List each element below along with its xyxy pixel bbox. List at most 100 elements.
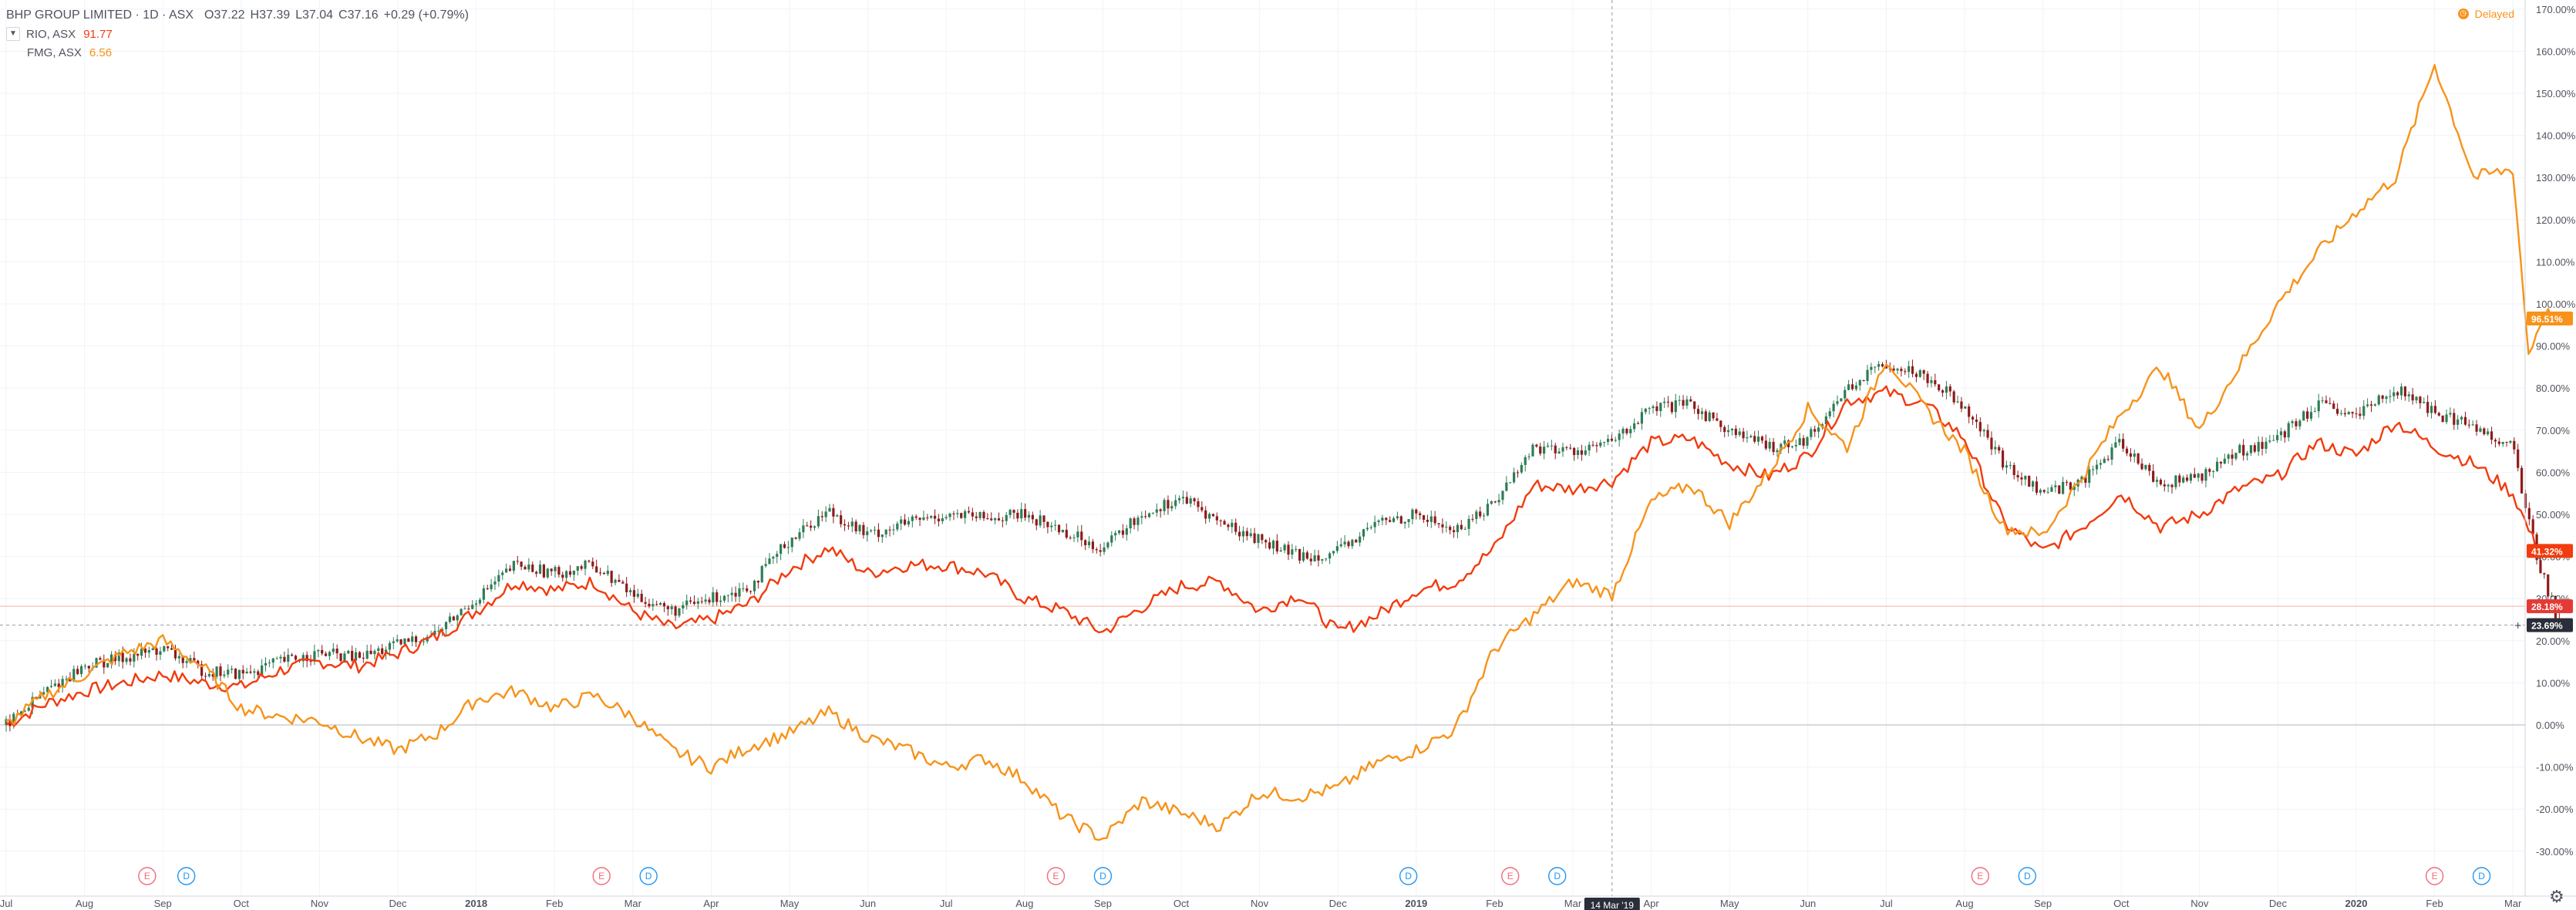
y-tick-label: 170.00%	[2536, 4, 2576, 15]
candle-body	[621, 581, 625, 584]
candle-body	[1884, 366, 1887, 369]
candle-body	[813, 526, 817, 528]
candle-body	[1084, 540, 1087, 546]
candle-body	[1189, 498, 1192, 504]
event-marker-label: E	[144, 871, 150, 881]
candle-body	[1512, 472, 1516, 483]
candle-body	[486, 588, 489, 589]
candle-body	[1295, 549, 1298, 551]
candle-body	[2520, 467, 2524, 494]
candle-body	[2509, 440, 2512, 443]
candle-body	[2460, 416, 2463, 420]
candle-body	[847, 525, 850, 527]
clock-icon: ◷	[2457, 8, 2469, 19]
candle-body	[1234, 522, 1237, 532]
candle-body	[79, 666, 83, 675]
candle-body	[2069, 482, 2072, 490]
high-value: H37.39	[250, 8, 291, 22]
main-series-legend[interactable]: BHP GROUP LIMITED · 1D · ASX O37.22 H37.3…	[6, 6, 474, 25]
earnings-marker	[138, 867, 157, 885]
candle-body	[810, 525, 813, 528]
y-tick-label: 0.00%	[2536, 720, 2564, 731]
symbol-title[interactable]: BHP GROUP LIMITED · 1D · ASX	[6, 8, 194, 22]
earnings-marker	[1046, 867, 1066, 885]
time-axis[interactable]: Jul Aug Sep Oct Nov Dec 2018 Feb Mar Apr May Jun Jul…	[0, 895, 2576, 909]
candle-body	[2419, 396, 2422, 403]
gear-icon[interactable]: ⚙	[2549, 887, 2564, 906]
x-tick-label: Nov	[2190, 898, 2209, 909]
candle-body	[628, 590, 632, 592]
candle-body	[1095, 549, 1098, 551]
candle-body	[106, 662, 109, 668]
candle-body	[2050, 487, 2053, 492]
candle-body	[2415, 396, 2418, 401]
candle-body	[854, 521, 857, 532]
candle-body	[1490, 501, 1493, 504]
candle-body	[2261, 442, 2264, 449]
legend: BHP GROUP LIMITED · 1D · ASX O37.22 H37.3…	[6, 6, 474, 62]
candle-body	[223, 674, 226, 676]
delayed-badge[interactable]: ◷ Delayed	[2457, 8, 2514, 20]
candle-body	[1355, 539, 1358, 543]
candle-body	[1369, 527, 1372, 528]
candle-body	[730, 592, 733, 595]
rio-legend-row[interactable]: ▼ RIO, ASX 91.77	[6, 25, 474, 43]
candle-body	[1057, 524, 1061, 533]
candle-body	[76, 669, 79, 675]
candle-body	[1787, 440, 1790, 447]
x-tick-label: Feb	[2426, 898, 2443, 909]
candle-body	[1760, 436, 1764, 441]
candle-body	[57, 683, 60, 688]
candle-body	[2426, 402, 2430, 413]
fmg-legend-row[interactable]: FMG, ASX 6.56	[27, 43, 474, 62]
candle-body	[1328, 553, 1332, 559]
candle-body	[1904, 371, 1907, 372]
crosshair-date-label: 14 Mar '19	[1584, 898, 1640, 910]
candle-body	[1426, 519, 1429, 522]
candle-body	[2392, 392, 2396, 396]
candle-body	[756, 581, 759, 583]
candle-body	[1475, 511, 1478, 520]
candle-body	[237, 669, 241, 679]
candle-body	[1301, 552, 1305, 561]
price-axis[interactable]: 170.00% 160.00% 150.00% 140.00% 130.00% 120.0…	[2524, 0, 2576, 896]
price-label-text: 28.18%	[2531, 602, 2563, 612]
candle-body	[493, 581, 497, 585]
candle-body	[2163, 484, 2166, 487]
candle-body	[1061, 530, 1064, 533]
candle-body	[125, 658, 128, 662]
candle-body	[497, 575, 500, 582]
candle-body	[1844, 389, 1847, 399]
candle-body	[520, 561, 523, 567]
fmg-label[interactable]: FMG, ASX	[27, 46, 82, 59]
candle-body	[143, 648, 147, 653]
candle-body	[313, 651, 316, 662]
candle-body	[1693, 401, 1696, 410]
rio-label[interactable]: RIO, ASX	[26, 27, 76, 41]
candle-body	[2449, 413, 2452, 415]
candle-body	[2125, 448, 2129, 453]
candle-body	[46, 686, 49, 693]
candle-body	[121, 652, 124, 662]
candle-body	[2020, 477, 2023, 480]
dividend-marker	[177, 867, 196, 885]
candle-body	[1039, 515, 1042, 526]
crosshair-date-text: 14 Mar '19	[1591, 900, 1635, 910]
candle-body	[1712, 412, 1715, 419]
candle-body	[388, 642, 392, 650]
chevron-down-icon[interactable]: ▼	[6, 27, 20, 41]
candle-body	[652, 604, 655, 607]
candle-body	[358, 652, 362, 658]
comparison-series	[5, 64, 2557, 841]
candle-body	[990, 518, 993, 521]
x-tick-label: Aug	[1955, 898, 1973, 909]
candle-body	[2073, 486, 2076, 490]
candle-body	[1009, 510, 1012, 515]
price-label-box	[2527, 618, 2573, 632]
candle-body	[351, 651, 354, 661]
candle-body	[2231, 454, 2234, 459]
candle-body	[884, 529, 887, 535]
ohlc-values: O37.22 H37.39 L37.04 C37.16 +0.29 (+0.79%)	[204, 8, 474, 22]
